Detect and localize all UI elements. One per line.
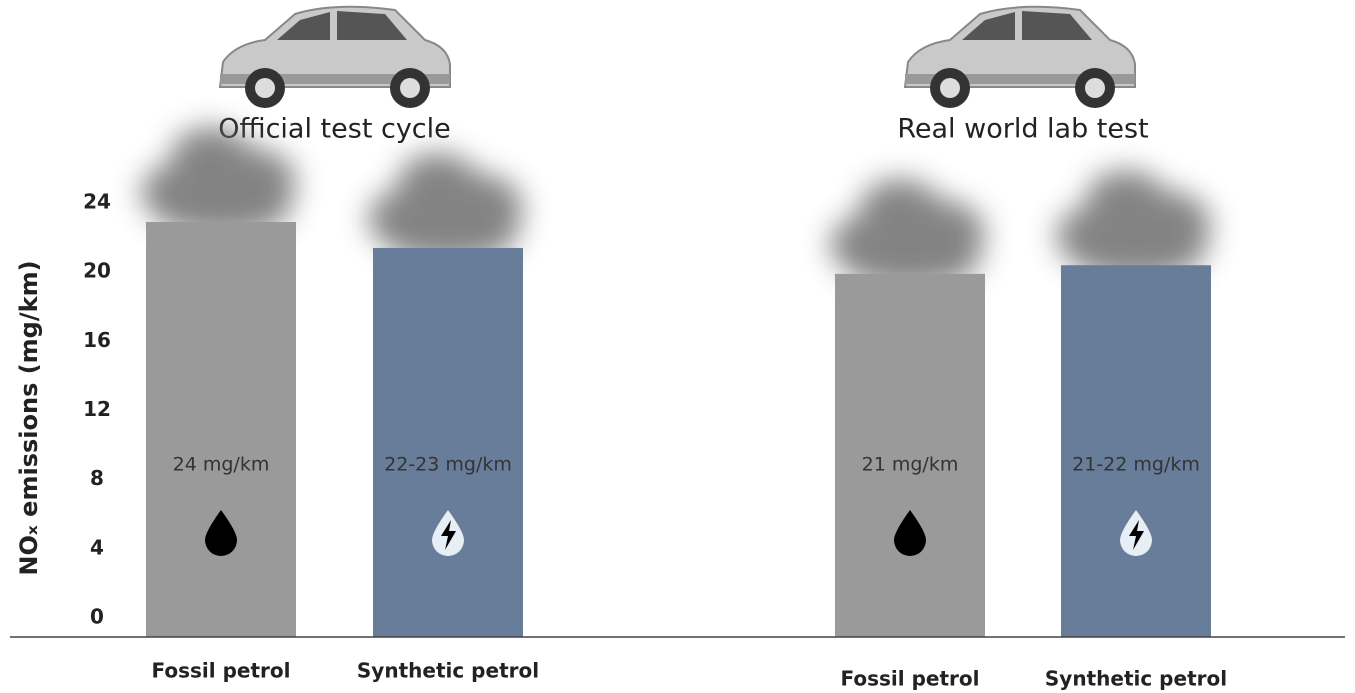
y-tick-label: 24 [83, 190, 111, 214]
car-icon [905, 7, 1135, 108]
y-tick-label: 8 [90, 466, 104, 490]
car-icon [220, 7, 450, 108]
group-title: Real world lab test [897, 114, 1148, 145]
value-label: 21-22 mg/km [1072, 454, 1200, 476]
smoke-cloud [368, 153, 523, 261]
y-tick-label: 16 [83, 328, 111, 352]
category-label: Fossil petrol [841, 667, 980, 691]
value-label: 24 mg/km [173, 454, 270, 476]
category-label: Fossil petrol [152, 659, 291, 683]
category-label: Synthetic petrol [357, 659, 539, 683]
smoke-cloud [1056, 170, 1211, 278]
y-axis-label: NOₓ emissions (mg/km) [15, 260, 43, 575]
bar [373, 248, 523, 637]
smoke-puff [398, 153, 478, 213]
bar [1061, 265, 1211, 637]
value-label: 21 mg/km [862, 454, 959, 476]
group-title: Official test cycle [218, 114, 451, 145]
category-label: Synthetic petrol [1045, 667, 1227, 691]
bar [146, 222, 296, 637]
smoke-puff [860, 179, 940, 239]
smoke-puff [1086, 170, 1166, 230]
smoke-cloud [830, 179, 985, 287]
smoke-puff [171, 127, 251, 187]
y-tick-label: 0 [90, 605, 104, 629]
y-tick-label: 4 [90, 535, 104, 559]
y-tick-label: 20 [83, 259, 111, 283]
y-tick-label: 12 [83, 397, 111, 421]
chart: NOₓ emissions (mg/km) 0 4 8 12 16 20 24 Officia… [0, 0, 1355, 693]
value-label: 22-23 mg/km [384, 454, 512, 476]
